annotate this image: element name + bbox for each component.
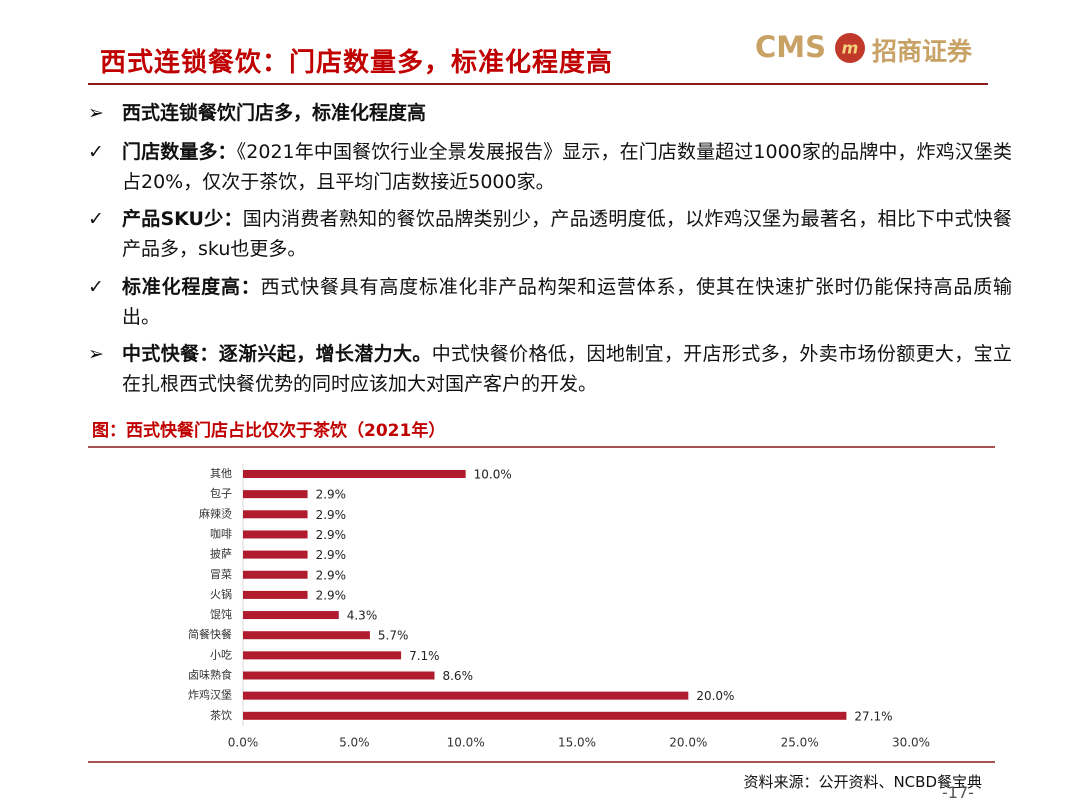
bar	[243, 470, 466, 478]
logo-text: CMS	[755, 30, 827, 64]
y-tick-label: 小吃	[210, 648, 232, 661]
bullet-marker: ➢	[88, 343, 104, 365]
y-tick-label: 麻辣烫	[199, 506, 232, 520]
x-tick-label: 5.0%	[339, 736, 370, 750]
bullet-lead: 西式连锁餐饮门店多，标准化程度高	[122, 102, 427, 124]
value-label: 27.1%	[854, 709, 892, 723]
slide-title: 西式连锁餐饮：门店数量多，标准化程度高	[100, 48, 614, 78]
value-label: 10.0%	[474, 468, 512, 482]
source-note: 资料来源：公开资料、NCBD餐宝典	[743, 773, 982, 791]
bullet-marker: ➢	[88, 102, 104, 124]
page-number: -17-	[942, 783, 974, 802]
value-label: 20.0%	[696, 689, 734, 703]
bar	[243, 550, 308, 559]
bar	[243, 510, 308, 519]
bullet-lead: 中式快餐：逐渐兴起，增长潜力大。	[122, 343, 432, 365]
y-tick-label: 其他	[210, 467, 232, 480]
bar	[243, 671, 435, 680]
bar	[243, 530, 308, 539]
figure-caption: 图：西式快餐门店占比仅次于茶饮（2021年）	[92, 421, 446, 441]
x-tick-label: 0.0%	[228, 736, 259, 750]
y-tick-label: 披萨	[210, 547, 232, 561]
y-tick-label: 咖啡	[210, 526, 232, 540]
value-label: 4.3%	[347, 609, 378, 623]
bar	[243, 611, 339, 620]
x-tick-label: 25.0%	[781, 736, 819, 750]
x-tick-label: 30.0%	[892, 736, 930, 750]
bullet-lead: 产品SKU少：	[122, 208, 243, 230]
logo-name: 招商证券	[872, 37, 973, 66]
bar	[243, 490, 308, 499]
logo-icon-mark: m	[842, 39, 859, 58]
bullet-text: 《2021年中国餐饮行业全景发展报告》显示，在门店数量超过1000家的品牌中，炸…	[122, 141, 1012, 193]
bullet-body: 产品SKU少：国内消费者熟知的餐饮品牌类别少，产品透明度低，以炸鸡汉堡为最著名，…	[122, 204, 1012, 264]
value-label: 2.9%	[316, 528, 347, 542]
bullet-body: 西式连锁餐饮门店多，标准化程度高	[122, 98, 1012, 128]
value-label: 2.9%	[316, 508, 347, 522]
bullet: ➢ 西式连锁餐饮门店多，标准化程度高	[88, 98, 1012, 128]
bullet-marker: ✓	[88, 276, 104, 298]
bar	[243, 631, 370, 640]
y-tick-label: 简餐快餐	[188, 627, 232, 641]
y-tick-label: 炸鸡汉堡	[188, 688, 232, 702]
bullet-body: 标准化程度高：西式快餐具有高度标准化非产品构架和运营体系，使其在快速扩张时仍能保…	[122, 272, 1012, 332]
bar	[243, 711, 847, 720]
y-tick-label: 茶饮	[210, 709, 232, 722]
value-label: 2.9%	[316, 488, 347, 502]
logo-icon	[835, 33, 865, 63]
y-tick-label: 卤味熟食	[188, 668, 232, 682]
bullet-lead: 标准化程度高：	[122, 276, 261, 298]
y-tick-label: 冒菜	[210, 568, 232, 581]
bullet: ✓ 产品SKU少：国内消费者熟知的餐饮品牌类别少，产品透明度低，以炸鸡汉堡为最著名…	[88, 204, 1012, 264]
bullet: ✓ 门店数量多：《2021年中国餐饮行业全景发展报告》显示，在门店数量超过1000…	[88, 137, 1012, 197]
x-tick-label: 15.0%	[558, 736, 596, 750]
value-label: 8.6%	[442, 669, 473, 683]
bullet-text: 国内消费者熟知的餐饮品牌类别少，产品透明度低，以炸鸡汉堡为最著名，相比下中式快餐…	[122, 208, 1012, 260]
bullet-marker: ✓	[88, 208, 104, 230]
bullet-marker: ✓	[88, 141, 104, 163]
bullet-lead: 门店数量多：	[122, 141, 237, 163]
value-label: 2.9%	[316, 588, 347, 602]
bullet-text: 中式快餐价格低，因地制宜，开店形式多，外卖市场份额更大，宝立在扎根西式快餐优势的…	[122, 343, 1012, 395]
value-label: 7.1%	[409, 649, 440, 663]
bullet-text: 西式快餐具有高度标准化非产品构架和运营体系，使其在快速扩张时仍能保持高品质输出。	[122, 276, 1012, 328]
bullet-body: 中式快餐：逐渐兴起，增长潜力大。中式快餐价格低，因地制宜，开店形式多，外卖市场份…	[122, 339, 1012, 399]
value-label: 5.7%	[378, 629, 409, 643]
bar	[243, 651, 402, 660]
value-label: 2.9%	[316, 568, 347, 582]
x-tick-label: 10.0%	[447, 736, 485, 750]
bullet: ✓ 标准化程度高：西式快餐具有高度标准化非产品构架和运营体系，使其在快速扩张时仍能…	[88, 272, 1012, 332]
bar	[243, 570, 308, 579]
y-tick-label: 馄饨	[210, 608, 232, 621]
x-tick-label: 20.0%	[669, 736, 707, 750]
bar	[243, 691, 689, 700]
y-tick-label: 火锅	[210, 588, 232, 601]
y-tick-label: 包子	[210, 487, 232, 500]
bullet: ➢ 中式快餐：逐渐兴起，增长潜力大。中式快餐价格低，因地制宜，开店形式多，外卖市场…	[88, 339, 1012, 399]
value-label: 2.9%	[316, 548, 347, 562]
bar	[243, 590, 308, 599]
bullet-body: 门店数量多：《2021年中国餐饮行业全景发展报告》显示，在门店数量超过1000家…	[122, 137, 1012, 197]
